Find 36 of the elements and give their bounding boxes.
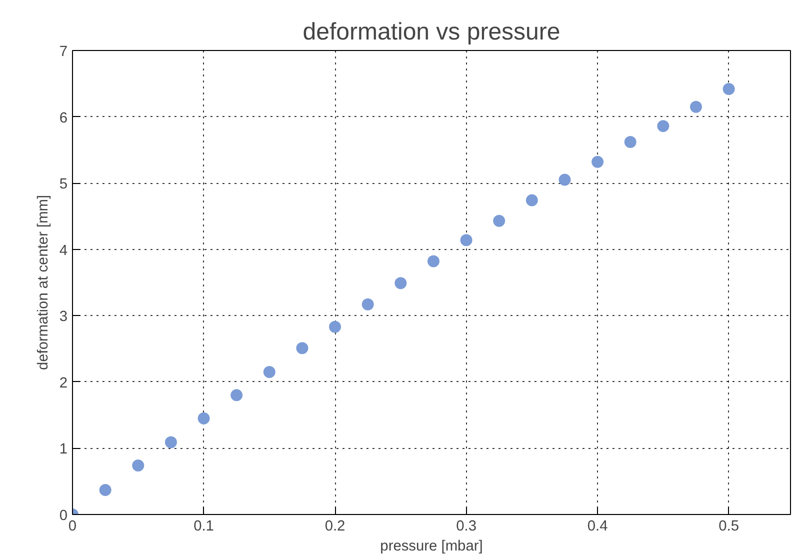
point — [99, 484, 112, 496]
point — [493, 214, 506, 227]
x-tick-label: 0.5 — [718, 518, 739, 534]
point — [427, 255, 440, 268]
x-tick-label: 0.3 — [456, 518, 476, 534]
point — [690, 100, 702, 113]
x-tick-label: 0.4 — [587, 518, 608, 534]
point — [592, 156, 604, 168]
point — [263, 366, 276, 378]
x-tick-label: 0.2 — [324, 518, 346, 534]
point — [657, 120, 670, 132]
point — [164, 436, 177, 448]
chart-title: deformation vs pressure — [302, 18, 560, 46]
point — [362, 298, 374, 310]
y-tick-label: 0 — [59, 508, 68, 524]
y-tick-label: 6 — [59, 110, 68, 126]
y-tick-label: 2 — [59, 375, 68, 392]
point — [230, 389, 243, 402]
y-tick-label: 1 — [59, 442, 68, 458]
y-tick-label: 4 — [59, 242, 68, 259]
x-tick-label: 0.1 — [194, 518, 214, 534]
y-tick-label: 3 — [59, 309, 68, 326]
point — [394, 277, 407, 290]
y-tick-label: 7 — [59, 44, 68, 60]
point — [329, 320, 342, 333]
x-axis-title: pressure [mbar] — [380, 538, 483, 554]
y-tick-label: 5 — [59, 176, 68, 193]
point — [132, 459, 144, 472]
point — [198, 412, 210, 424]
point — [296, 342, 308, 354]
point — [558, 174, 571, 186]
point — [526, 194, 538, 206]
point — [460, 234, 472, 246]
point — [624, 136, 636, 148]
y-axis-title: deformation at center [mm] — [35, 194, 52, 370]
point — [722, 82, 735, 95]
